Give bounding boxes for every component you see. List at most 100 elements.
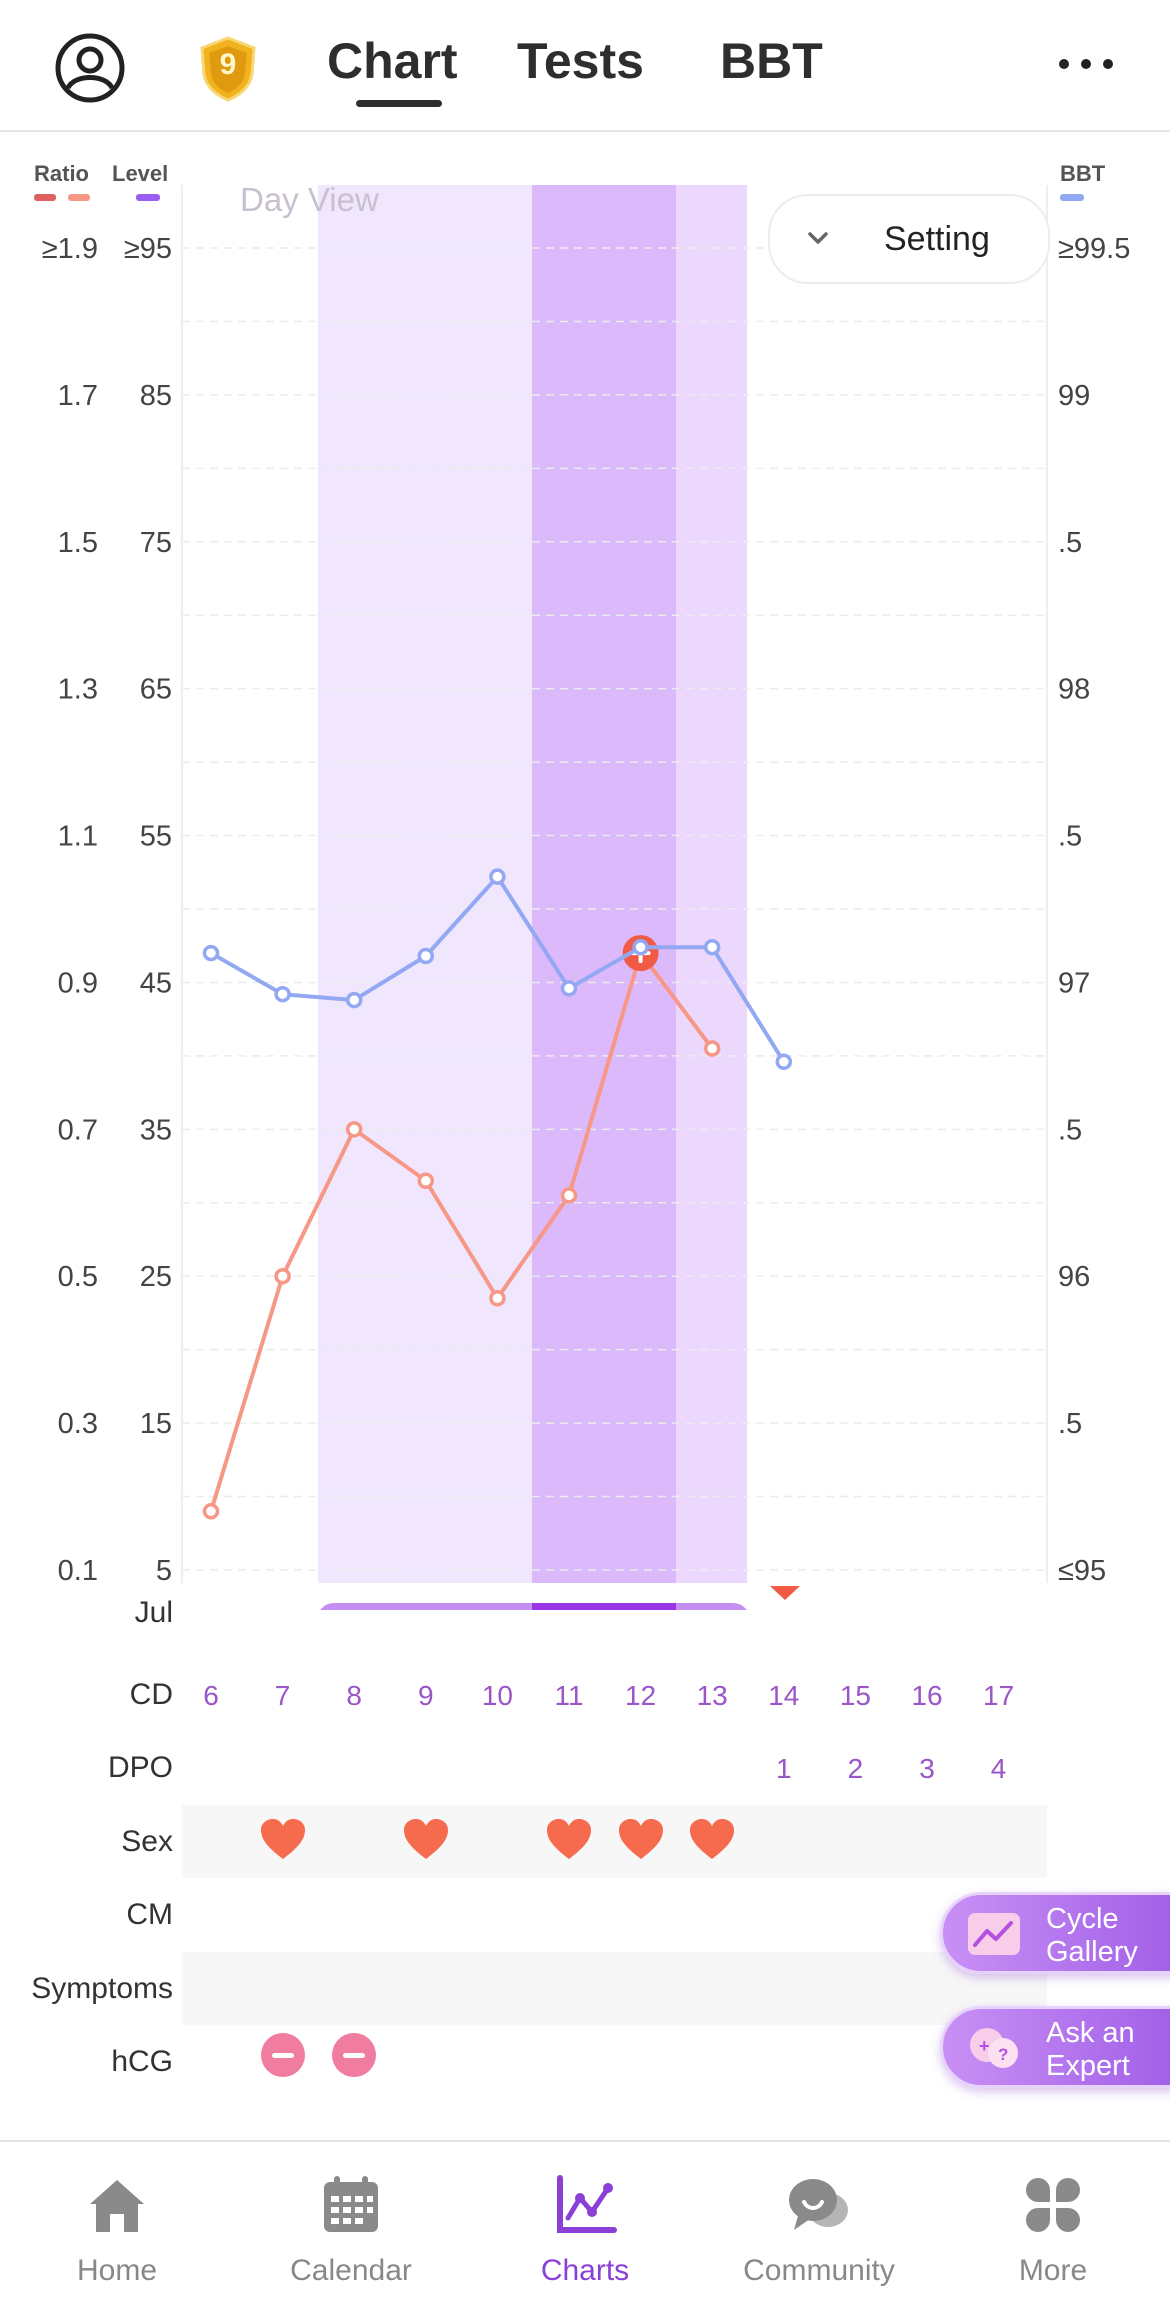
more-horizontal-icon[interactable] [1056, 56, 1116, 72]
date-label[interactable]: Aug [545, 1607, 593, 1610]
day-view-label: Day View [240, 181, 379, 218]
bbt-tick-label: .5 [1058, 821, 1082, 853]
heart-icon[interactable] [402, 1817, 450, 1866]
bbt-point[interactable] [202, 944, 220, 962]
nav-calendar[interactable]: Calendar [234, 2142, 468, 2309]
date-label[interactable]: 4 [776, 1607, 791, 1610]
cd-value[interactable]: 12 [625, 1680, 657, 1711]
bbt-tick-label: 99 [1058, 380, 1090, 412]
cycle-gallery-label-line1: Cycle [1046, 1903, 1119, 1935]
level-point[interactable] [345, 1121, 363, 1138]
dpo-value[interactable]: 1 [776, 1753, 792, 1784]
nav-more[interactable]: More [936, 2142, 1170, 2309]
tab-chart[interactable]: Chart [327, 33, 458, 89]
level-tick-label: 65 [140, 674, 172, 706]
date-label[interactable]: 3 [705, 1607, 720, 1610]
cd-value[interactable]: 14 [768, 1680, 800, 1711]
charts-icon [557, 2175, 617, 2233]
cycle-gallery-label-line2: Gallery [1046, 1936, 1138, 1968]
bbt-point[interactable] [703, 938, 721, 956]
bbt-point[interactable] [489, 868, 506, 885]
level-point[interactable] [703, 1040, 721, 1057]
cd-value[interactable]: 8 [346, 1680, 362, 1711]
bottom-navigation: Home Calendar Charts Community [0, 2140, 1170, 2309]
nav-home[interactable]: Home [0, 2142, 234, 2309]
level-axis-header: Level [112, 161, 168, 186]
date-label[interactable]: 6 [919, 1607, 934, 1610]
ask-expert-label-line2: Expert [1046, 2050, 1130, 2082]
ratio-tick-label: 0.1 [58, 1555, 98, 1587]
hcg-negative-icon[interactable] [260, 2033, 305, 2077]
badge-shield-icon [200, 36, 256, 102]
symptoms-row-band [182, 1952, 1047, 2025]
cd-value[interactable]: 11 [554, 1680, 584, 1711]
bbt-tick-label: 97 [1058, 967, 1090, 999]
fertility-chart[interactable]: Ratio Level BBT Day View ≥1.9 ≥95 ≥99.5 1.7… [0, 130, 1170, 1610]
cd-value[interactable]: 15 [839, 1680, 871, 1711]
chart-gallery-icon [968, 1913, 1020, 1955]
cd-value[interactable]: 16 [911, 1680, 943, 1711]
level-point[interactable] [417, 1172, 435, 1189]
dpo-value[interactable]: 3 [919, 1753, 935, 1784]
heart-icon[interactable] [545, 1817, 593, 1866]
ratio-tick-label: 1.3 [58, 674, 98, 706]
date-label[interactable]: 31 [482, 1607, 512, 1610]
cd-value[interactable]: 6 [203, 1680, 219, 1711]
cd-value[interactable]: 9 [418, 1680, 434, 1711]
ratio-tick-label: 0.3 [58, 1408, 98, 1440]
date-label[interactable]: 28 [268, 1607, 298, 1610]
bbt-tick-label: .5 [1058, 1114, 1082, 1146]
heart-icon[interactable] [617, 1817, 665, 1866]
svg-text:+: + [979, 2036, 990, 2056]
ratio-tick-label: 1.7 [58, 380, 98, 412]
cd-value[interactable]: 7 [274, 1680, 291, 1711]
cd-value[interactable]: 13 [696, 1680, 728, 1711]
nav-charts[interactable]: Charts [468, 2142, 702, 2309]
dpo-value[interactable]: 4 [990, 1753, 1007, 1784]
sex-row-label: Sex [121, 1825, 173, 1858]
level-point[interactable] [489, 1290, 506, 1307]
date-label[interactable]: 29 [339, 1607, 369, 1610]
bbt-tick-label: 98 [1058, 674, 1090, 706]
level-point[interactable] [202, 1502, 220, 1520]
heart-icon[interactable] [259, 1817, 307, 1866]
bbt-point[interactable] [632, 938, 649, 956]
calendar-icon [324, 2176, 378, 2232]
hcg-negative-icon[interactable] [332, 2033, 377, 2077]
ratio-tick-label: 1.5 [58, 527, 98, 559]
cd-value[interactable]: 10 [481, 1680, 513, 1711]
level-point[interactable] [274, 1267, 291, 1285]
setting-dropdown-button[interactable]: Setting [768, 194, 1050, 284]
level-point[interactable] [560, 1187, 578, 1204]
bbt-point[interactable] [345, 991, 363, 1009]
level-tick-label: 75 [140, 527, 172, 559]
cd-value[interactable]: 17 [983, 1680, 1015, 1711]
date-label[interactable]: 8 [1063, 1607, 1078, 1610]
cycle-gallery-label: Cycle Gallery [1046, 1903, 1138, 1969]
bbt-point[interactable] [560, 980, 578, 997]
date-label[interactable]: 30 [411, 1607, 441, 1610]
sex-row-band [182, 1805, 1047, 1878]
cycle-gallery-button[interactable]: Cycle Gallery [940, 1892, 1170, 1974]
nav-community-label: Community [743, 2254, 895, 2287]
level-badge[interactable]: 9 [194, 34, 262, 102]
bbt-point[interactable] [417, 947, 435, 965]
level-tick-label: 35 [140, 1114, 172, 1146]
nav-calendar-label: Calendar [290, 2254, 412, 2287]
tab-bbt[interactable]: BBT [720, 33, 823, 89]
nav-more-label: More [1018, 2254, 1088, 2287]
profile-icon[interactable] [52, 30, 128, 106]
level-tick-label: 5 [156, 1555, 172, 1587]
tab-tests[interactable]: Tests [517, 33, 644, 89]
heart-icon[interactable] [688, 1817, 736, 1866]
date-label[interactable]: 2 [633, 1607, 648, 1610]
date-label[interactable]: 7 [991, 1607, 1006, 1610]
ask-expert-label: Ask an Expert [1046, 2017, 1135, 2083]
bbt-point[interactable] [274, 985, 291, 1003]
ask-expert-button[interactable]: + ? Ask an Expert [940, 2006, 1170, 2088]
bbt-point[interactable] [775, 1053, 793, 1071]
level-tick-label: 45 [140, 967, 172, 999]
nav-community[interactable]: Community [702, 2142, 936, 2309]
date-label[interactable]: 5 [848, 1607, 863, 1610]
dpo-value[interactable]: 2 [847, 1753, 864, 1784]
